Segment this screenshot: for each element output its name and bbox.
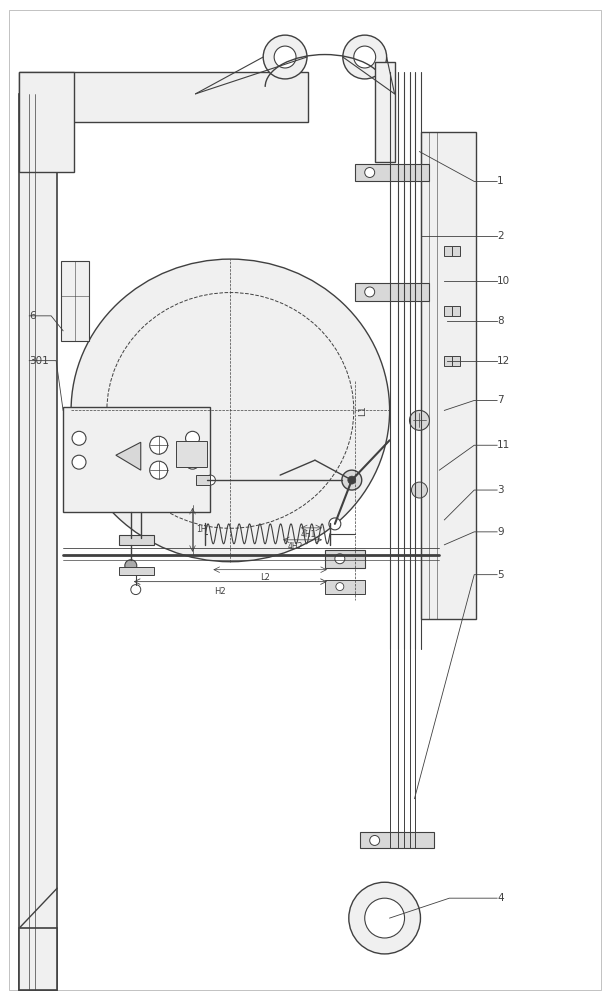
Bar: [375, 62, 395, 162]
Text: 11: 11: [497, 440, 511, 450]
Circle shape: [365, 898, 404, 938]
Text: 12: 12: [497, 356, 511, 366]
Bar: [325, 550, 365, 568]
Bar: [355, 283, 429, 301]
Circle shape: [365, 168, 375, 177]
Text: L2: L2: [260, 573, 270, 582]
Polygon shape: [116, 442, 141, 470]
Circle shape: [131, 585, 141, 595]
Bar: [176, 441, 207, 467]
Bar: [453, 246, 461, 256]
Circle shape: [125, 560, 137, 572]
Circle shape: [335, 554, 345, 564]
Circle shape: [185, 455, 199, 469]
Bar: [355, 164, 429, 181]
Bar: [20, 72, 308, 122]
Text: 6: 6: [29, 311, 36, 321]
Bar: [119, 567, 154, 575]
Circle shape: [349, 882, 420, 954]
Bar: [444, 356, 453, 366]
Text: 5: 5: [497, 570, 504, 580]
Circle shape: [185, 431, 199, 445]
Text: 1: 1: [497, 176, 504, 186]
Bar: [63, 407, 210, 512]
Circle shape: [72, 431, 86, 445]
Bar: [453, 356, 461, 366]
Text: 9: 9: [497, 527, 504, 537]
Circle shape: [274, 46, 296, 68]
Text: 2: 2: [497, 231, 504, 241]
Circle shape: [149, 436, 168, 454]
Text: 301: 301: [29, 356, 49, 366]
Bar: [20, 94, 57, 990]
Text: 10: 10: [497, 276, 510, 286]
Circle shape: [354, 46, 376, 68]
Circle shape: [263, 35, 307, 79]
Bar: [61, 261, 89, 341]
Bar: [444, 246, 453, 256]
Text: 7: 7: [497, 395, 504, 405]
Text: 1H: 1H: [196, 525, 207, 534]
Text: H2: H2: [215, 587, 226, 596]
Circle shape: [329, 518, 341, 530]
Ellipse shape: [71, 259, 390, 562]
Circle shape: [336, 583, 344, 591]
Circle shape: [206, 475, 215, 485]
Circle shape: [348, 476, 356, 484]
Bar: [119, 535, 154, 545]
Circle shape: [409, 410, 429, 430]
Bar: [360, 832, 434, 848]
Polygon shape: [20, 928, 57, 990]
Circle shape: [412, 482, 428, 498]
Bar: [20, 72, 74, 172]
Circle shape: [342, 470, 362, 490]
Text: 4H2: 4H2: [287, 542, 303, 551]
Bar: [453, 306, 461, 316]
Circle shape: [365, 287, 375, 297]
Circle shape: [149, 461, 168, 479]
Circle shape: [343, 35, 387, 79]
Circle shape: [72, 455, 86, 469]
Text: 8: 8: [497, 316, 504, 326]
Bar: [195, 475, 210, 485]
Text: 4H1: 4H1: [300, 530, 315, 539]
Bar: [422, 132, 476, 619]
Bar: [444, 306, 453, 316]
Circle shape: [370, 835, 379, 845]
Text: 3: 3: [497, 485, 504, 495]
Text: 4: 4: [497, 893, 504, 903]
Text: L1: L1: [357, 405, 367, 416]
Bar: [325, 580, 365, 594]
